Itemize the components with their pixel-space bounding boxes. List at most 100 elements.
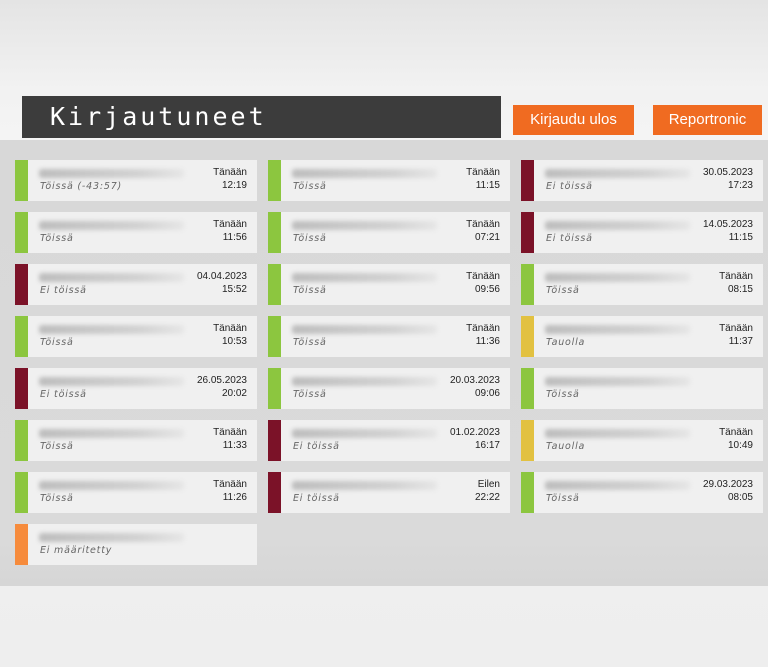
user-name-blurred xyxy=(39,169,184,178)
status-text: Töissä xyxy=(293,233,327,244)
status-text: Tauolla xyxy=(546,337,586,348)
status-indicator xyxy=(268,212,281,253)
status-text: Ei töissä xyxy=(40,389,87,400)
status-time: 20:02 xyxy=(221,388,247,399)
status-indicator xyxy=(268,160,281,201)
status-text: Töissä xyxy=(293,337,327,348)
status-date: Tänään xyxy=(213,219,247,230)
user-card[interactable]: Ei töissä 14.05.2023 11:15 xyxy=(521,212,763,253)
status-date: Tänään xyxy=(466,219,500,230)
status-indicator xyxy=(15,524,28,565)
user-column-3: Ei töissä 30.05.2023 17:23 Ei töissä 14.05.2… xyxy=(521,160,763,524)
user-name-blurred xyxy=(292,169,437,178)
user-card[interactable]: Töissä Tänään 09:56 xyxy=(268,264,510,305)
status-date: 30.05.2023 xyxy=(702,167,753,178)
user-card[interactable]: Ei töissä Eilen 22:22 xyxy=(268,472,510,513)
status-time: 09:06 xyxy=(474,388,500,399)
status-date: 04.04.2023 xyxy=(196,271,247,282)
user-card[interactable]: Tauolla Tänään 11:37 xyxy=(521,316,763,357)
user-card[interactable]: Töissä Tänään 08:15 xyxy=(521,264,763,305)
user-name-blurred xyxy=(292,325,437,334)
status-time: 07:21 xyxy=(474,232,500,243)
status-text: Töissä xyxy=(40,233,74,244)
status-indicator xyxy=(268,264,281,305)
user-card[interactable]: Töissä Tänään 11:26 xyxy=(15,472,257,513)
status-indicator xyxy=(15,160,28,201)
status-time: 11:36 xyxy=(475,336,500,347)
status-time: 10:49 xyxy=(727,440,753,451)
user-card[interactable]: Töissä Tänään 11:36 xyxy=(268,316,510,357)
status-time: 11:33 xyxy=(222,440,247,451)
status-date: Tänään xyxy=(213,167,247,178)
status-text: Töissä xyxy=(40,337,74,348)
status-date: 29.03.2023 xyxy=(702,479,753,490)
user-card[interactable]: Töissä Tänään 07:21 xyxy=(268,212,510,253)
status-text: Töissä xyxy=(293,389,327,400)
status-text: Töissä (-43:57) xyxy=(40,181,123,192)
user-card[interactable]: Töissä 29.03.2023 08:05 xyxy=(521,472,763,513)
status-time: 08:15 xyxy=(727,284,753,295)
user-column-2: Töissä Tänään 11:15 Töissä Tänään 07:21 Töissä… xyxy=(268,160,510,524)
user-name-blurred xyxy=(39,481,184,490)
status-date: 26.05.2023 xyxy=(196,375,247,386)
user-name-blurred xyxy=(39,273,184,282)
user-name-blurred xyxy=(39,325,184,334)
status-time: 09:56 xyxy=(474,284,500,295)
user-card[interactable]: Töissä Tänään 10:53 xyxy=(15,316,257,357)
logout-button[interactable]: Kirjaudu ulos xyxy=(513,105,634,135)
status-date: Tänään xyxy=(719,271,753,282)
user-name-blurred xyxy=(545,481,690,490)
status-indicator xyxy=(15,212,28,253)
user-name-blurred xyxy=(545,169,690,178)
status-text: Töissä xyxy=(293,181,327,192)
status-date: 20.03.2023 xyxy=(449,375,500,386)
user-card[interactable]: Ei töissä 26.05.2023 20:02 xyxy=(15,368,257,409)
status-indicator xyxy=(15,368,28,409)
status-text: Ei töissä xyxy=(40,285,87,296)
user-name-blurred xyxy=(545,221,690,230)
user-name-blurred xyxy=(39,429,184,438)
status-indicator xyxy=(15,264,28,305)
status-time: 11:15 xyxy=(475,180,500,191)
user-card[interactable]: Töissä (-43:57) Tänään 12:19 xyxy=(15,160,257,201)
user-name-blurred xyxy=(292,429,437,438)
user-card[interactable]: Ei töissä 04.04.2023 15:52 xyxy=(15,264,257,305)
status-text: Töissä xyxy=(546,493,580,504)
status-indicator xyxy=(268,368,281,409)
user-card[interactable]: Ei töissä 01.02.2023 16:17 xyxy=(268,420,510,461)
user-card[interactable]: Töissä xyxy=(521,368,763,409)
status-text: Tauolla xyxy=(546,441,586,452)
user-name-blurred xyxy=(39,533,184,542)
user-card[interactable]: Töissä Tänään 11:56 xyxy=(15,212,257,253)
status-indicator xyxy=(15,472,28,513)
status-time: 10:53 xyxy=(221,336,247,347)
status-text: Töissä xyxy=(293,285,327,296)
user-card[interactable]: Tauolla Tänään 10:49 xyxy=(521,420,763,461)
reportronic-button[interactable]: Reportronic xyxy=(653,105,762,135)
status-time: 16:17 xyxy=(474,440,500,451)
user-name-blurred xyxy=(39,221,184,230)
user-card[interactable]: Töissä 20.03.2023 09:06 xyxy=(268,368,510,409)
status-indicator xyxy=(521,420,534,461)
status-text: Töissä xyxy=(40,493,74,504)
status-date: 14.05.2023 xyxy=(702,219,753,230)
status-indicator xyxy=(521,472,534,513)
status-time: 22:22 xyxy=(474,492,500,503)
status-date: Tänään xyxy=(719,427,753,438)
user-name-blurred xyxy=(545,325,690,334)
user-name-blurred xyxy=(545,429,690,438)
user-name-blurred xyxy=(545,377,690,386)
user-card[interactable]: Ei määritetty xyxy=(15,524,257,565)
user-card[interactable]: Töissä Tänään 11:33 xyxy=(15,420,257,461)
status-date: Tänään xyxy=(719,323,753,334)
status-time: 11:37 xyxy=(728,336,753,347)
status-text: Töissä xyxy=(40,441,74,452)
user-name-blurred xyxy=(39,377,184,386)
status-text: Ei määritetty xyxy=(40,545,113,556)
status-indicator xyxy=(521,160,534,201)
user-card[interactable]: Ei töissä 30.05.2023 17:23 xyxy=(521,160,763,201)
status-date: Eilen xyxy=(477,479,500,490)
status-text: Töissä xyxy=(546,389,580,400)
user-card[interactable]: Töissä Tänään 11:15 xyxy=(268,160,510,201)
status-date: Tänään xyxy=(466,323,500,334)
